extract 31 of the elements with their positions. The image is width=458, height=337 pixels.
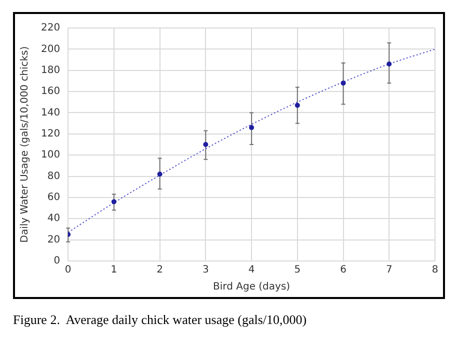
caption: Figure 2. Average daily chick water usage (gals/10,000)	[13, 312, 307, 328]
x-tick-label: 5	[294, 264, 301, 276]
y-tick-label: 60	[47, 192, 60, 204]
y-tick-label: 0	[54, 256, 60, 267]
x-tick-label: 2	[156, 264, 164, 276]
point	[294, 102, 300, 108]
x-tick-label: 0	[64, 264, 72, 276]
x-tick-label: 8	[432, 264, 438, 276]
point	[111, 199, 116, 204]
y-tick-label: 40	[47, 213, 60, 224]
y-tick-label: 140	[40, 107, 60, 118]
x-tick-label: 3	[202, 264, 209, 276]
y-tick-label: 180	[40, 64, 60, 76]
x-axis-title: Bird Age (days)	[213, 282, 290, 293]
point	[157, 172, 162, 177]
x-tick-label: 7	[386, 264, 392, 276]
y-tick-label: 100	[40, 150, 60, 161]
x-tick-label: 1	[110, 264, 118, 276]
x-tick-label: 6	[340, 264, 346, 276]
y-axis-title: Daily Water Usage (gals/10,000 chicks)	[20, 46, 31, 243]
point	[340, 80, 346, 86]
y-tick-label: 80	[47, 170, 60, 182]
point	[386, 62, 392, 67]
x-tick-label: 4	[248, 264, 255, 276]
y-tick-label: 120	[40, 128, 60, 140]
y-tick-label: 220	[40, 22, 60, 34]
y-tick-label: 160	[40, 86, 60, 98]
y-tick-label: 20	[47, 234, 60, 246]
y-tick-label: 200	[40, 44, 60, 55]
point	[249, 125, 254, 130]
point	[203, 142, 208, 147]
